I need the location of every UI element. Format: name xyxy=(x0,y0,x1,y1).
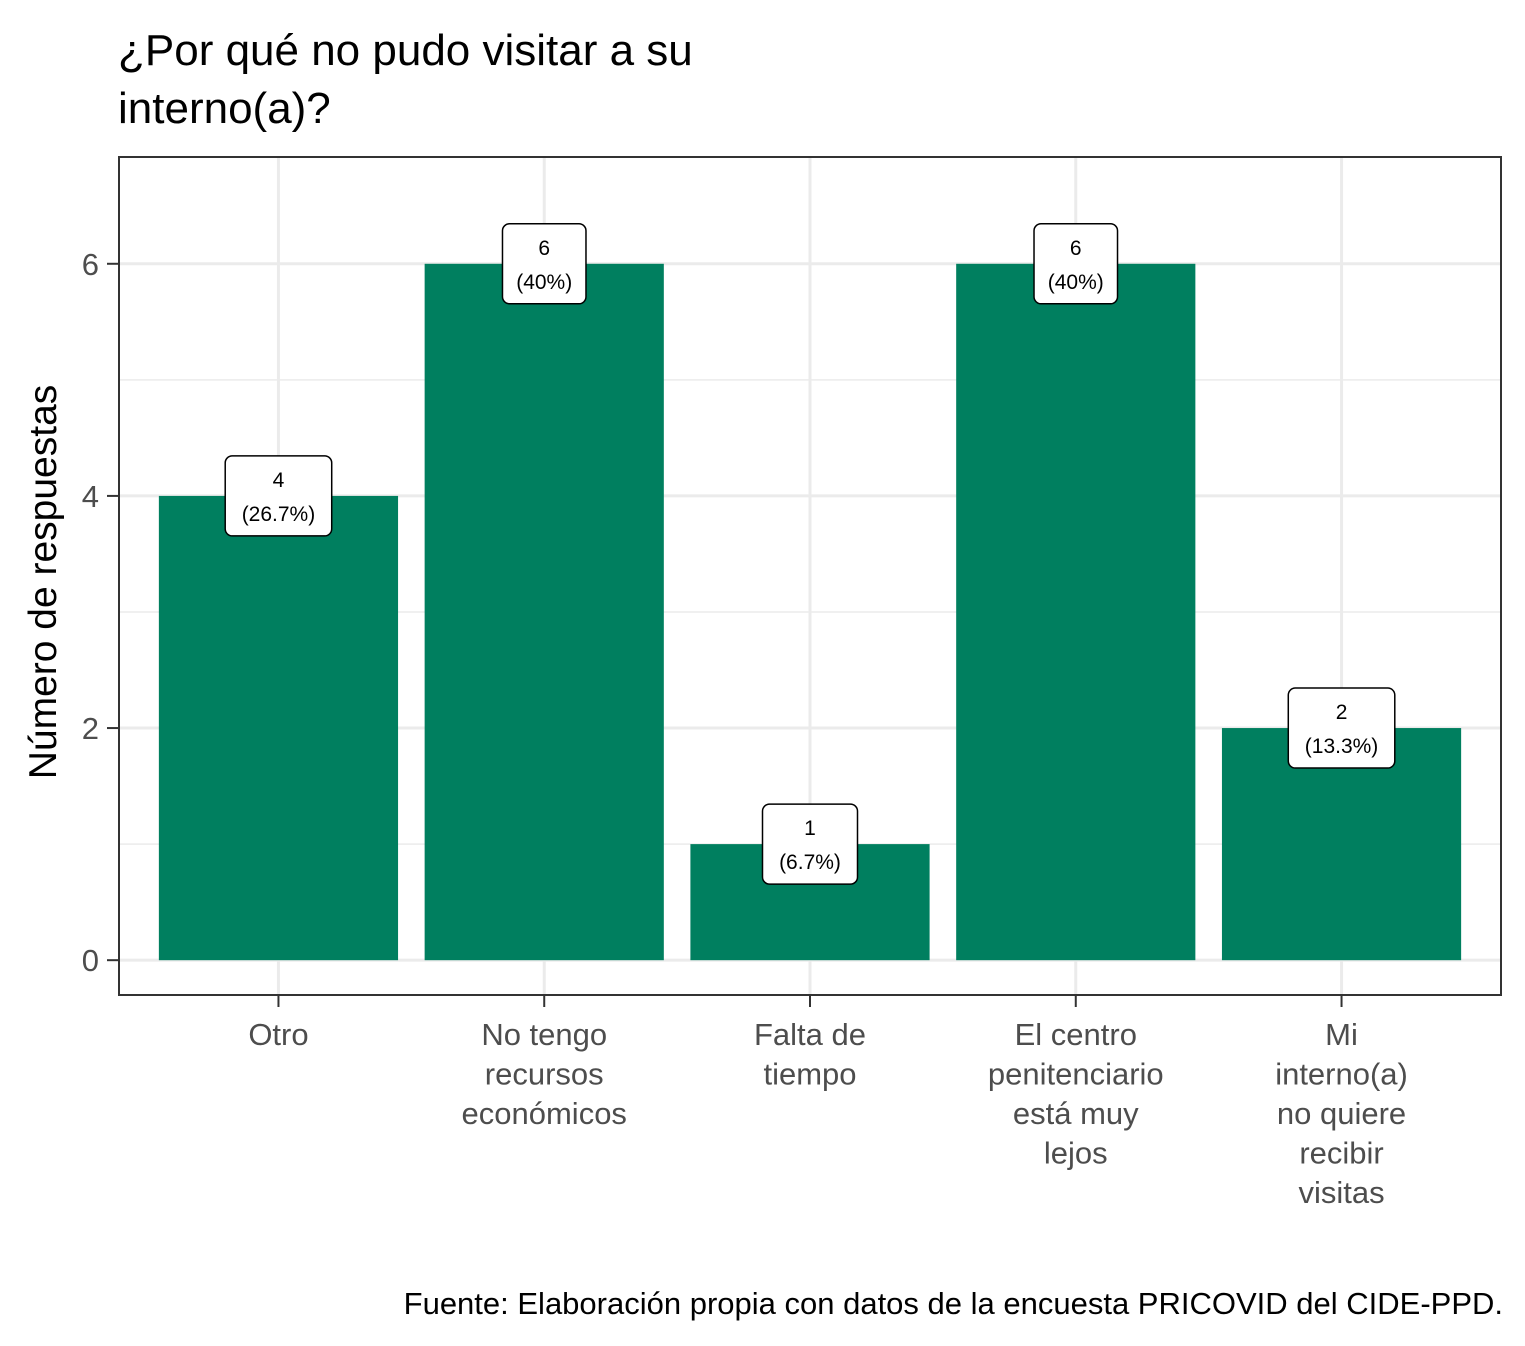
chart-caption: Fuente: Elaboración propia con datos de … xyxy=(403,1286,1503,1321)
data-label: (26.7%) xyxy=(242,503,316,526)
x-tick-label-line: El centro xyxy=(1015,1017,1137,1052)
x-tick-label: El centro penitenciario está muy lejos xyxy=(988,1017,1164,1171)
data-label: (40%) xyxy=(1048,271,1104,294)
data-label: 6 xyxy=(1070,237,1082,260)
data-label: (13.3%) xyxy=(1305,735,1379,758)
x-tick-label-line: Mi xyxy=(1325,1017,1358,1052)
data-label: 6 xyxy=(538,237,550,260)
data-label-box xyxy=(224,455,333,537)
x-tick-label-line: recursos xyxy=(485,1057,604,1092)
x-tick-label-line: está muy xyxy=(1013,1096,1139,1131)
x-tick-label-line: Falta de xyxy=(754,1017,866,1052)
data-label-box xyxy=(761,803,859,885)
x-tick-label-line: lejos xyxy=(1044,1136,1108,1171)
x-tick-label-line: tiempo xyxy=(763,1057,856,1092)
data-label-box xyxy=(501,223,587,305)
bar xyxy=(956,263,1196,961)
bar xyxy=(424,263,664,961)
y-tick-label: 2 xyxy=(82,711,99,746)
chart-title: ¿Por qué no pudo visitar a su interno(a)… xyxy=(118,22,1018,138)
x-tick-label-line: Otro xyxy=(248,1017,308,1052)
x-tick-label-line: penitenciario xyxy=(988,1057,1164,1092)
data-label: (40%) xyxy=(516,271,572,294)
x-tick-label: No tengo recursos económicos xyxy=(462,1017,627,1131)
x-tick-label: Mi interno(a) no quiere recibir visitas xyxy=(1275,1017,1408,1210)
data-label: 1 xyxy=(804,817,816,840)
y-axis-title: Número de respuestas xyxy=(22,385,65,780)
data-label: 4 xyxy=(273,469,285,492)
x-tick-label-line: económicos xyxy=(462,1096,627,1131)
data-label: 2 xyxy=(1336,701,1348,724)
chart-title-line-2: interno(a)? xyxy=(118,84,331,133)
x-tick-label-line: No tengo xyxy=(481,1017,607,1052)
x-tick-label: Otro xyxy=(248,1017,308,1052)
bar xyxy=(158,495,399,961)
x-tick-label-line: no quiere xyxy=(1277,1096,1406,1131)
x-tick-label-line: interno(a) xyxy=(1275,1057,1408,1092)
data-label: (6.7%) xyxy=(779,851,841,874)
data-label-box xyxy=(1033,223,1119,305)
x-tick-label-line: visitas xyxy=(1298,1175,1384,1210)
x-tick-label: Falta de tiempo xyxy=(754,1017,866,1092)
y-tick-label: 4 xyxy=(82,479,99,514)
chart-title-line-1: ¿Por qué no pudo visitar a su xyxy=(118,26,693,75)
y-tick-label: 6 xyxy=(82,247,99,282)
x-tick-label-line: recibir xyxy=(1299,1136,1383,1171)
y-tick-label: 0 xyxy=(82,943,99,978)
data-label-box xyxy=(1287,687,1396,769)
